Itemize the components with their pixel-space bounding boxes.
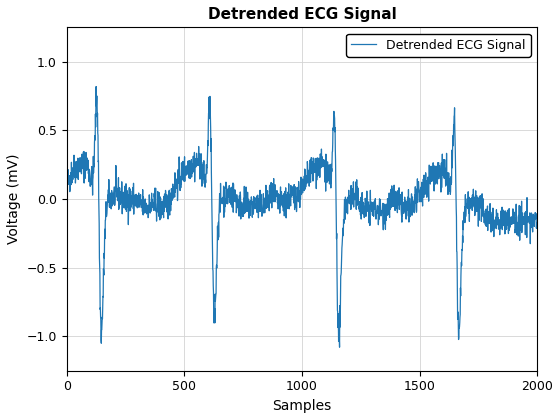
Title: Detrended ECG Signal: Detrended ECG Signal — [208, 7, 396, 22]
X-axis label: Samples: Samples — [272, 399, 332, 413]
Y-axis label: Voltage (mV): Voltage (mV) — [7, 154, 21, 244]
Detrended ECG Signal — [336, 345, 343, 350]
Detrended ECG Signal — [87, 178, 94, 183]
Detrended ECG Signal — [520, 217, 527, 222]
Detrended ECG Signal — [63, 179, 70, 184]
Line: Detrended ECG Signal: Detrended ECG Signal — [67, 87, 537, 347]
Detrended ECG Signal — [280, 192, 287, 197]
Detrended ECG Signal — [93, 84, 100, 89]
Detrended ECG Signal — [434, 181, 441, 186]
Detrended ECG Signal — [520, 221, 527, 226]
Detrended ECG Signal — [292, 196, 299, 201]
Legend: Detrended ECG Signal: Detrended ECG Signal — [347, 34, 531, 57]
Detrended ECG Signal — [534, 225, 540, 230]
